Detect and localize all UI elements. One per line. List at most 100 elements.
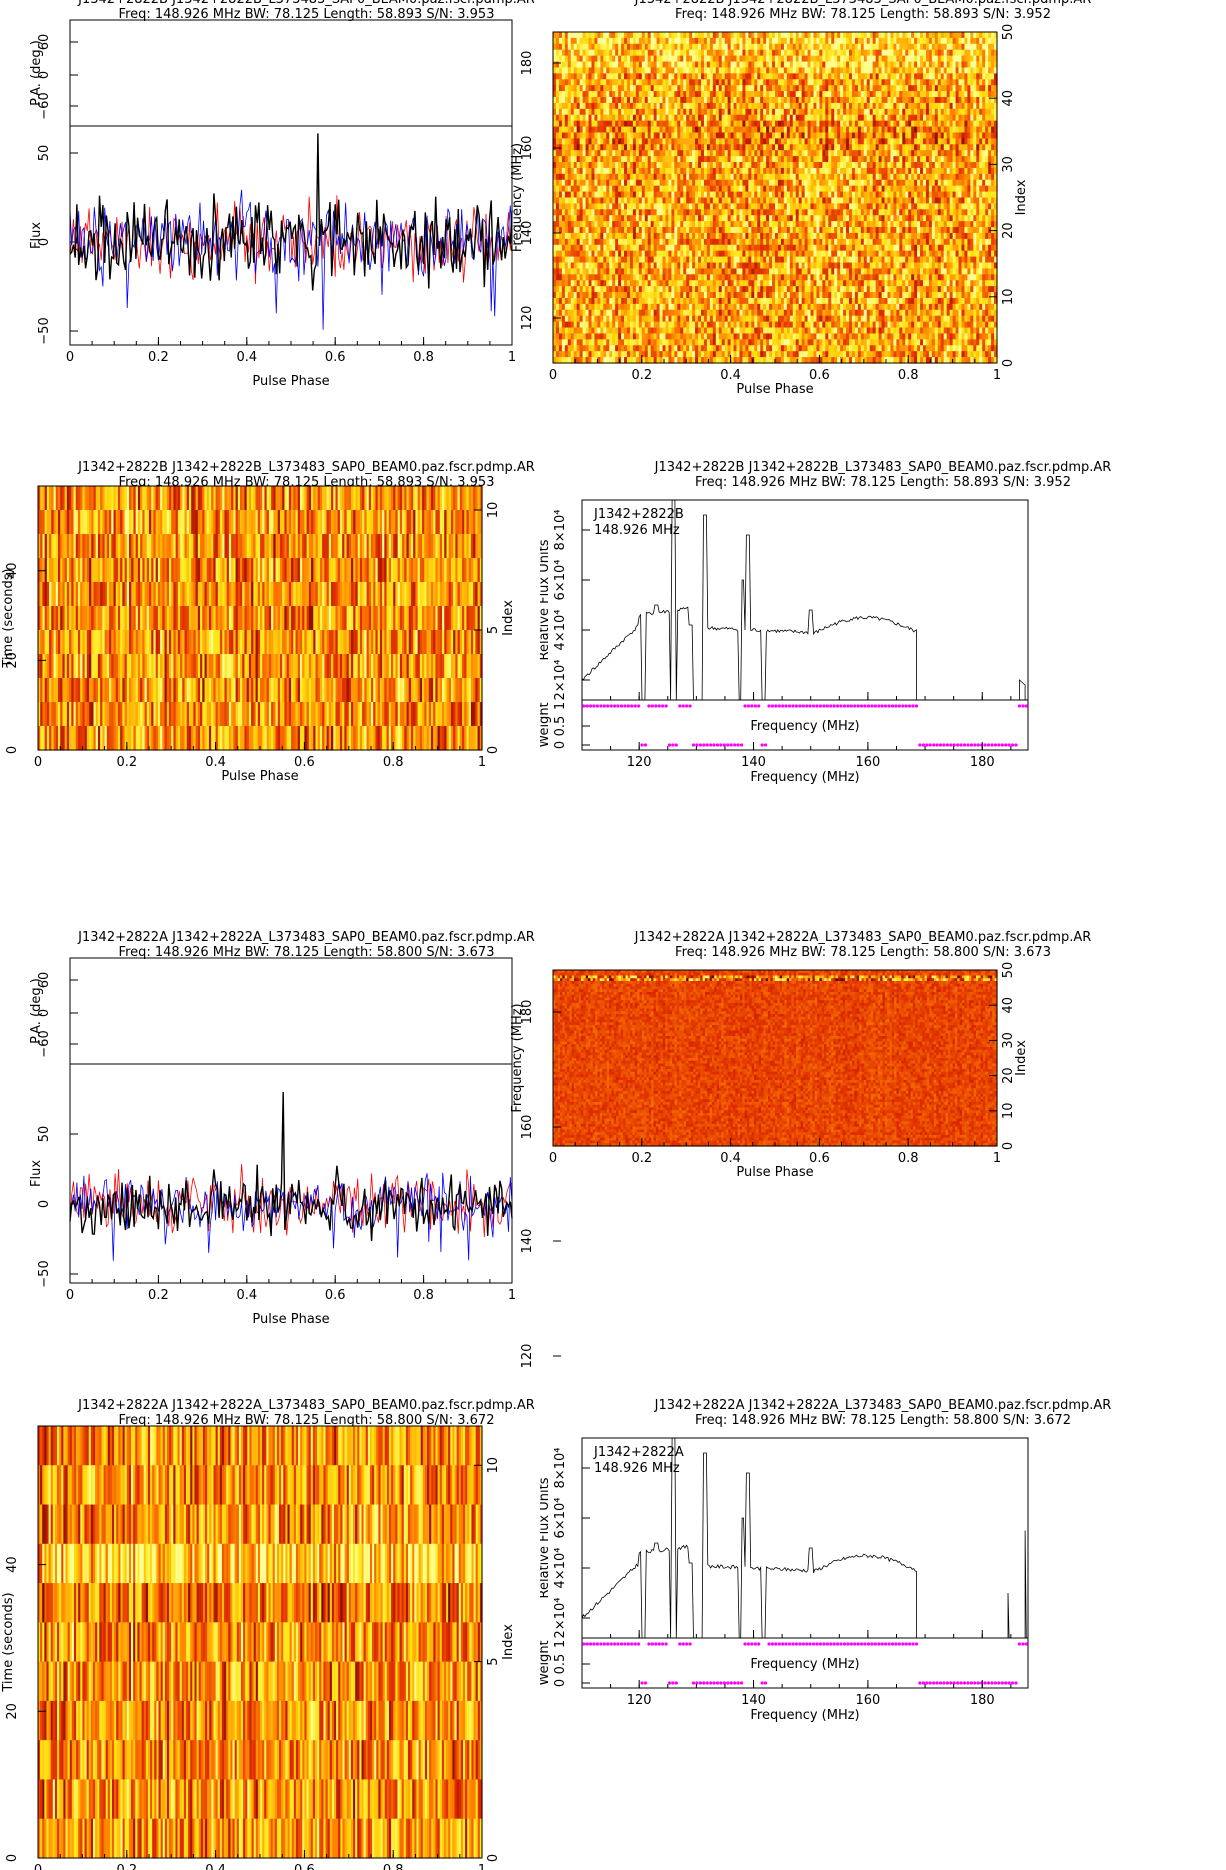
heatmap-cell <box>615 132 619 139</box>
heatmap-cell <box>576 162 581 169</box>
heatmap-cell <box>742 73 746 80</box>
heatmap-cell <box>612 120 616 128</box>
heatmap-cell <box>553 197 557 205</box>
heatmap-cell <box>627 91 631 98</box>
heatmap-cell <box>597 179 601 187</box>
heatmap-cell <box>766 179 770 187</box>
heatmap-cell <box>964 43 968 51</box>
heatmap-cell <box>816 150 820 157</box>
heatmap-cell <box>834 120 838 128</box>
heatmap-cell <box>837 197 841 205</box>
heatmap-cell <box>795 150 800 157</box>
heatmap-cell <box>789 221 794 228</box>
heatmap-cell <box>937 37 942 45</box>
heatmap-cell <box>979 114 983 122</box>
heatmap-cell <box>970 43 974 51</box>
heatmap-cell <box>902 191 906 199</box>
heatmap-cell <box>952 114 957 122</box>
heatmap-cell <box>683 132 687 139</box>
heatmap-cell <box>849 108 853 116</box>
heatmap-cell <box>866 67 871 74</box>
heatmap-cell <box>600 138 604 145</box>
heatmap-cell <box>813 144 818 151</box>
heatmap-cell <box>553 215 557 222</box>
heatmap-cell <box>567 162 572 169</box>
heatmap-cell <box>937 79 942 86</box>
heatmap-cell <box>849 215 853 222</box>
heatmap-cell <box>804 32 809 39</box>
heatmap-cell <box>985 114 989 122</box>
heatmap-cell <box>730 108 735 116</box>
heatmap-cell <box>597 49 601 57</box>
heatmap-cell <box>662 209 667 216</box>
heatmap-cell <box>875 79 880 86</box>
heatmap-cell <box>905 49 909 57</box>
heatmap-cell <box>982 203 986 210</box>
heatmap-cell <box>905 97 909 104</box>
heatmap-cell <box>777 162 782 169</box>
heatmap-cell <box>925 55 930 63</box>
heatmap-cell <box>905 102 909 110</box>
heatmap-cell <box>973 85 977 92</box>
heatmap-cell <box>609 191 613 199</box>
heatmap-cell <box>706 150 711 157</box>
heatmap-cell <box>733 150 738 157</box>
heatmap-cell <box>736 197 741 205</box>
heatmap-cell <box>553 67 557 74</box>
heatmap-cell <box>920 97 924 104</box>
heatmap-cell <box>683 73 687 80</box>
heatmap-cell <box>624 91 628 98</box>
heatmap-cell <box>677 55 681 63</box>
heatmap-cell <box>863 120 868 128</box>
heatmap-cell <box>890 215 894 222</box>
heatmap-cell <box>777 191 782 199</box>
heatmap-cell <box>976 138 980 145</box>
heatmap-cell <box>810 37 815 45</box>
heatmap-cell <box>757 85 761 92</box>
heatmap-cell <box>627 37 631 45</box>
heatmap-cell <box>564 197 569 205</box>
heatmap-cell <box>570 79 575 86</box>
heatmap-cell <box>925 156 930 163</box>
heatmap-cell <box>769 132 773 139</box>
heatmap-cell <box>638 173 643 181</box>
heatmap-cell <box>875 85 880 92</box>
heatmap-cell <box>920 108 924 116</box>
heatmap-cell <box>863 132 868 139</box>
heatmap-cell <box>724 73 729 80</box>
heatmap-cell <box>579 150 584 157</box>
heatmap-cell <box>733 91 738 98</box>
heatmap-cell <box>712 32 717 39</box>
heatmap-cell <box>831 156 835 163</box>
heatmap-cell <box>739 144 744 151</box>
heatmap-cell <box>638 150 643 157</box>
heatmap-cell <box>600 55 604 63</box>
heatmap-cell <box>988 191 992 199</box>
heatmap-cell <box>733 43 738 51</box>
heatmap-cell <box>893 97 897 104</box>
heatmap-cell <box>834 144 838 151</box>
heatmap-cell <box>863 73 868 80</box>
heatmap-cell <box>683 162 687 169</box>
heatmap-cell <box>775 185 779 193</box>
heatmap-cell <box>881 73 886 80</box>
heatmap-cell <box>872 215 877 222</box>
heatmap-cell <box>553 138 557 145</box>
heatmap-cell <box>837 150 841 157</box>
heatmap-cell <box>706 37 711 45</box>
heatmap-cell <box>801 221 806 228</box>
heatmap-cell <box>789 55 794 63</box>
heatmap-cell <box>899 97 903 104</box>
heatmap-cell <box>766 108 770 116</box>
heatmap-cell <box>629 49 634 57</box>
heatmap-cell <box>955 32 960 39</box>
heatmap-cell <box>597 73 601 80</box>
heatmap-cell <box>674 67 678 74</box>
x-tick-label: 0.2 <box>148 350 169 365</box>
heatmap-cell <box>612 49 616 57</box>
heatmap-cell <box>866 32 871 39</box>
heatmap-cell <box>961 138 966 145</box>
heatmap-cell <box>813 132 818 139</box>
heatmap-cell <box>668 55 672 63</box>
heatmap-cell <box>621 91 625 98</box>
